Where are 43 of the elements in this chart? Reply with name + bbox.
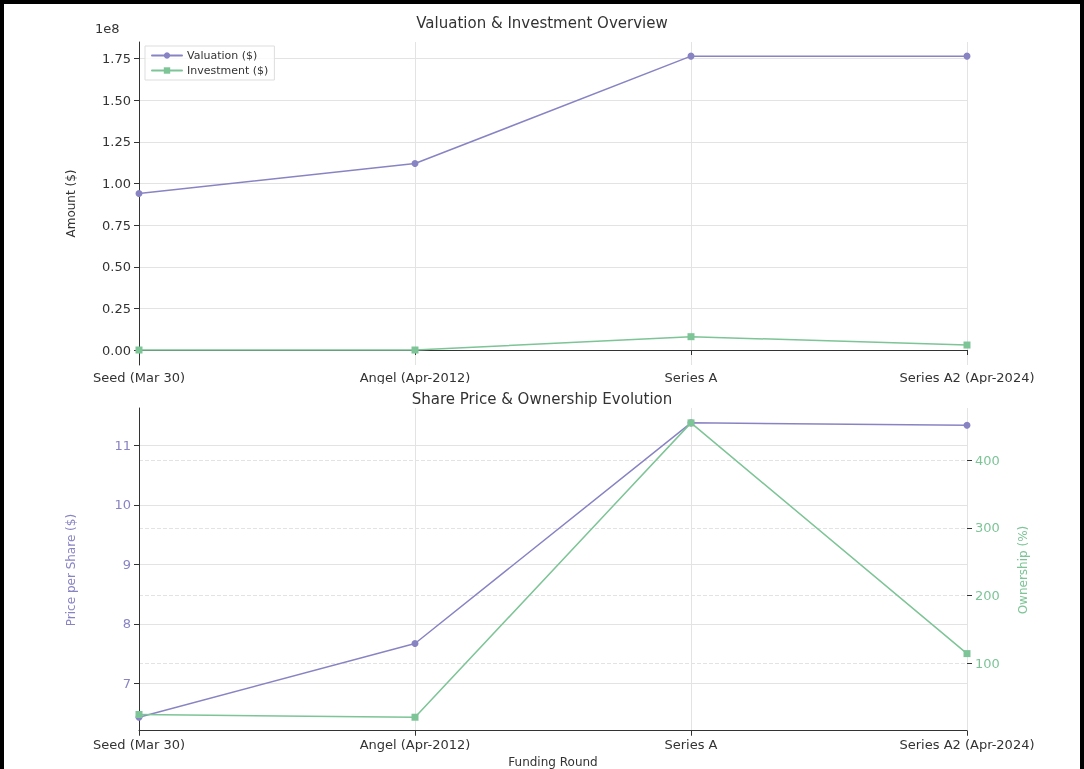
point [411, 639, 419, 647]
y-tick-label: 1.75 [102, 51, 131, 67]
text: 1e8 [95, 21, 120, 36]
y-tick-label: 0.00 [102, 342, 131, 358]
x-tick-label: Seed (Mar 30) [93, 737, 185, 753]
point [411, 346, 419, 354]
y-tick-label: 11 [114, 437, 131, 453]
chart-title: Share Price & Ownership Evolution [411, 389, 673, 408]
x-tick-label: Series A [664, 737, 718, 753]
y-tick-label: 0.75 [102, 217, 131, 233]
point [411, 713, 419, 721]
y-tick-label: 0.25 [102, 300, 131, 316]
legend-label: Investment ($) [187, 64, 269, 77]
y-tick-label: 9 [122, 556, 131, 572]
point [411, 160, 419, 168]
y2-tick-label: 200 [975, 587, 1000, 603]
y2-tick-label: 300 [975, 520, 1000, 536]
y2-tick-label: 400 [975, 452, 1000, 468]
point [963, 421, 971, 429]
x-tick-label: Seed (Mar 30) [93, 370, 185, 385]
legend-label: Valuation ($) [187, 49, 258, 62]
y-axis-title: Amount ($) [64, 169, 78, 238]
chart-title: Valuation & Investment Overview [416, 13, 668, 32]
y-tick-label: 0.50 [102, 259, 131, 275]
point [963, 650, 971, 658]
x-tick-label: Angel (Apr-2012) [359, 737, 471, 753]
x-axis-title: Funding Round [508, 755, 598, 769]
y-axis-title: Price per Share ($) [64, 513, 78, 627]
y-tick-label: 10 [114, 497, 131, 513]
y2-axis-title: Ownership (%) [1016, 525, 1030, 615]
y-tick-label: 1.50 [102, 92, 131, 108]
y2-tick-label: 100 [975, 655, 1000, 671]
x-tick-label: Series A2 (Apr-2024) [899, 737, 1035, 753]
x-tick-label: Angel (Apr-2012) [359, 370, 471, 385]
x-tick-label: Series A [664, 370, 718, 385]
y-tick-label: 7 [122, 675, 131, 691]
y-tick-label: 8 [122, 616, 131, 632]
y-tick-label: 1.00 [102, 176, 131, 192]
x-tick-label: Series A2 (Apr-2024) [899, 370, 1035, 385]
y-tick-label: 1.25 [102, 134, 131, 150]
point [135, 190, 143, 198]
point [963, 341, 971, 349]
point [687, 333, 695, 341]
